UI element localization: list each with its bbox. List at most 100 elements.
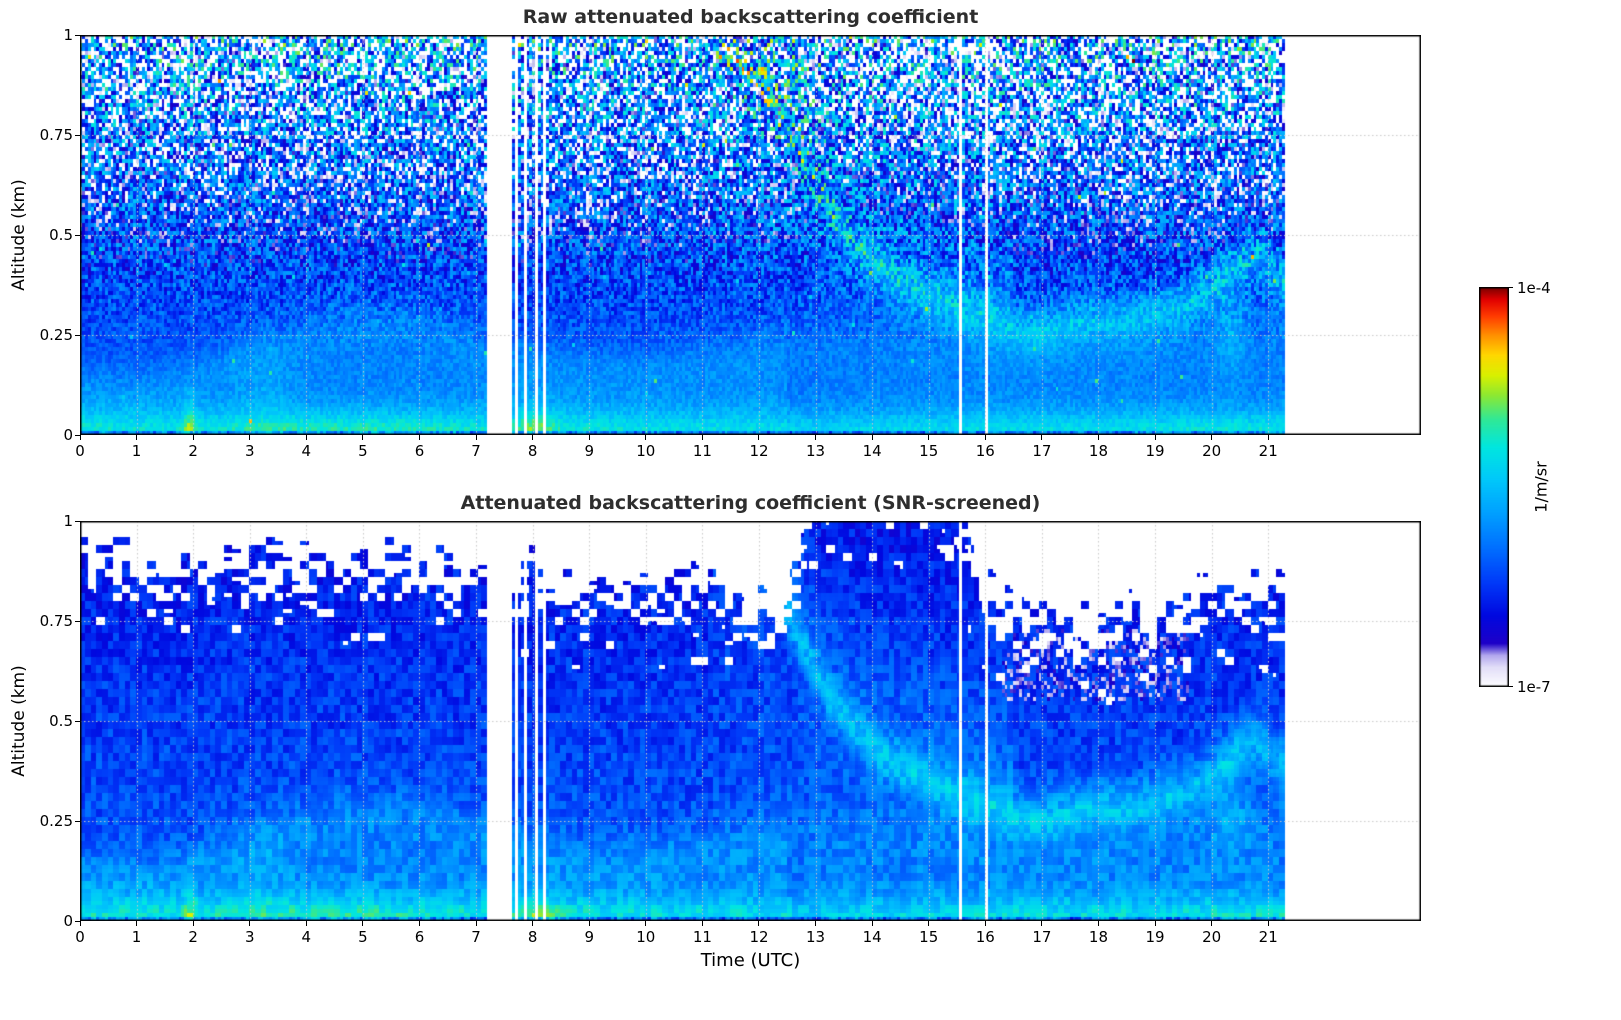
x-tick-label: 7 [471, 928, 481, 946]
x-tick-mark [1267, 435, 1269, 440]
colorbar-unit-label: 1/m/sr [1531, 461, 1551, 513]
x-tick-mark [815, 921, 817, 926]
x-tick-mark [249, 435, 251, 440]
y-tick-label: 1 [63, 26, 73, 44]
x-tick-mark [1041, 435, 1043, 440]
x-tick-mark [928, 435, 930, 440]
x-tick-label: 15 [919, 442, 939, 460]
x-tick-mark [532, 921, 534, 926]
x-tick-mark [136, 921, 138, 926]
x-tick-mark [701, 921, 703, 926]
x-tick-mark [1154, 435, 1156, 440]
y-tick-mark [75, 920, 80, 922]
x-tick-label: 13 [806, 442, 826, 460]
panel1-heatmap [80, 35, 1421, 435]
x-tick-mark [645, 435, 647, 440]
x-tick-label: 5 [358, 928, 368, 946]
x-tick-mark [79, 921, 81, 926]
x-tick-mark [249, 921, 251, 926]
x-tick-label: 20 [1202, 442, 1222, 460]
x-tick-label: 7 [471, 442, 481, 460]
x-tick-label: 18 [1088, 928, 1109, 946]
x-tick-mark [588, 921, 590, 926]
x-tick-label: 12 [749, 928, 769, 946]
x-tick-mark [79, 435, 81, 440]
panel2-title: Attenuated backscattering coefficient (S… [460, 492, 1041, 514]
x-tick-mark [815, 435, 817, 440]
x-tick-mark [1041, 921, 1043, 926]
x-tick-label: 17 [1032, 928, 1052, 946]
x-tick-label: 19 [1145, 928, 1165, 946]
x-tick-mark [984, 435, 986, 440]
x-tick-label: 8 [527, 442, 538, 460]
x-tick-label: 8 [527, 928, 538, 946]
x-tick-mark [418, 921, 420, 926]
x-tick-mark [758, 921, 760, 926]
x-tick-label: 4 [301, 442, 312, 460]
x-tick-mark [588, 435, 590, 440]
x-tick-mark [192, 921, 194, 926]
y-tick-label: 0.25 [39, 812, 73, 830]
x-tick-mark [928, 921, 930, 926]
x-axis-label: Time (UTC) [700, 950, 801, 971]
x-tick-mark [362, 435, 364, 440]
x-tick-label: 13 [806, 928, 826, 946]
x-tick-label: 2 [188, 928, 198, 946]
x-tick-label: 10 [636, 928, 656, 946]
y-tick-label: 0.25 [39, 326, 73, 344]
colorbar [1479, 287, 1509, 687]
x-tick-label: 9 [584, 928, 594, 946]
panel1-title: Raw attenuated backscattering coefficien… [522, 6, 979, 28]
x-tick-label: 17 [1032, 442, 1052, 460]
colorbar-max-label: 1e-4 [1517, 279, 1551, 297]
x-tick-label: 12 [749, 442, 769, 460]
x-tick-mark [1154, 921, 1156, 926]
x-tick-label: 14 [862, 442, 882, 460]
x-tick-mark [136, 435, 138, 440]
x-tick-label: 0 [75, 442, 85, 460]
x-tick-label: 6 [414, 928, 425, 946]
x-tick-mark [871, 435, 873, 440]
y-tick-label: 0.5 [49, 712, 73, 730]
y-tick-label: 0.5 [49, 226, 73, 244]
x-tick-mark [1211, 921, 1213, 926]
x-tick-label: 20 [1202, 928, 1222, 946]
x-tick-label: 16 [975, 442, 995, 460]
colorbar-tick-mark [1509, 287, 1513, 288]
x-tick-label: 15 [919, 928, 939, 946]
y-tick-label: 1 [63, 512, 73, 530]
y-tick-mark [75, 820, 80, 822]
x-tick-mark [305, 435, 307, 440]
x-tick-label: 18 [1088, 442, 1109, 460]
x-tick-label: 0 [75, 928, 85, 946]
x-tick-mark [305, 921, 307, 926]
x-tick-label: 11 [692, 442, 712, 460]
y-tick-label: 0 [63, 426, 73, 444]
x-tick-label: 11 [692, 928, 712, 946]
y-tick-mark [75, 434, 80, 436]
x-tick-mark [758, 435, 760, 440]
x-tick-label: 3 [244, 928, 255, 946]
y-tick-mark [75, 34, 80, 36]
x-tick-label: 19 [1145, 442, 1165, 460]
y-tick-mark [75, 334, 80, 336]
x-tick-label: 14 [862, 928, 882, 946]
x-tick-label: 21 [1258, 928, 1278, 946]
x-tick-label: 6 [414, 442, 425, 460]
y-tick-label: 0 [63, 912, 73, 930]
x-tick-label: 21 [1258, 442, 1278, 460]
x-tick-label: 5 [358, 442, 368, 460]
y-tick-mark [75, 234, 80, 236]
x-tick-label: 16 [975, 928, 995, 946]
x-tick-mark [645, 921, 647, 926]
x-tick-label: 10 [636, 442, 656, 460]
x-tick-mark [1097, 435, 1099, 440]
x-tick-mark [192, 435, 194, 440]
y-tick-label: 0.75 [39, 126, 73, 144]
panel2-heatmap [80, 521, 1421, 921]
x-tick-mark [475, 435, 477, 440]
x-tick-mark [984, 921, 986, 926]
x-tick-label: 1 [131, 442, 142, 460]
x-tick-label: 2 [188, 442, 198, 460]
